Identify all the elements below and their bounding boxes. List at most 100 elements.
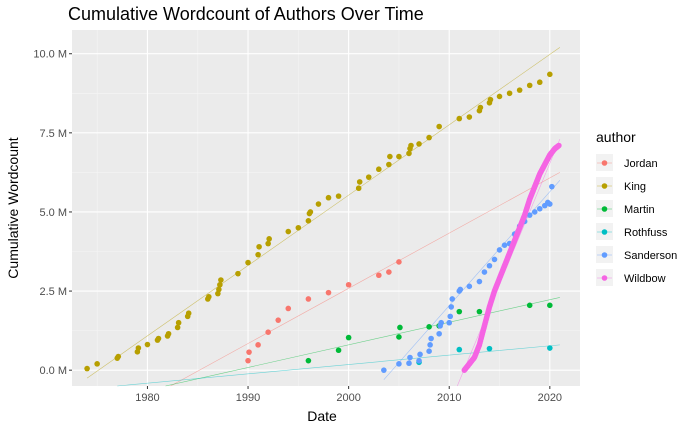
point-sanderson [457, 286, 464, 293]
point-sanderson [501, 242, 508, 248]
point-king [386, 161, 392, 168]
point-martin [426, 324, 432, 330]
point-jordan [376, 272, 382, 279]
point-jordan [265, 329, 271, 336]
legend-label-rothfuss: Rothfuss [624, 227, 668, 239]
point-sanderson [448, 304, 455, 310]
point-jordan [246, 349, 252, 355]
point-king [365, 174, 372, 180]
point-rothfuss [547, 345, 553, 351]
legend-marker-martin [601, 206, 608, 212]
point-sanderson [549, 183, 555, 190]
point-king [466, 114, 473, 120]
point-king [536, 79, 543, 86]
y-tick-label: 2.5 M [39, 286, 67, 298]
point-martin [396, 334, 402, 340]
point-king [94, 361, 100, 367]
legend-label-sanderson: Sanderson [624, 250, 677, 262]
point-sanderson [381, 367, 387, 373]
point-sanderson [416, 357, 422, 364]
point-jordan [345, 281, 352, 288]
point-sanderson [481, 269, 488, 275]
point-sanderson [496, 247, 503, 253]
point-sanderson [436, 330, 442, 337]
point-king [307, 209, 314, 215]
legend-label-martin: Martin [624, 204, 655, 216]
point-sanderson [407, 354, 413, 361]
point-king [496, 93, 503, 100]
legend-label-jordan: Jordan [624, 158, 658, 170]
x-tick-label: 2010 [437, 392, 461, 404]
point-sanderson [531, 209, 538, 215]
chart-title: Cumulative Wordcount of Authors Over Tim… [68, 4, 424, 24]
point-sanderson [486, 262, 493, 269]
point-king [305, 218, 312, 224]
point-martin [526, 302, 533, 309]
point-sanderson [438, 319, 444, 326]
y-axis-title: Cumulative Wordcount [5, 137, 21, 278]
point-king [266, 236, 272, 242]
point-sanderson [547, 201, 553, 207]
point-king [487, 96, 494, 103]
point-king [206, 293, 212, 300]
point-king [356, 179, 363, 185]
point-sanderson [426, 348, 432, 354]
x-tick-label: 2020 [538, 392, 562, 404]
point-king [355, 185, 362, 192]
point-martin [305, 357, 312, 364]
point-rothfuss [456, 346, 463, 353]
point-sanderson [447, 313, 454, 320]
point-sanderson [396, 361, 402, 367]
point-king [165, 330, 172, 337]
point-sanderson [526, 212, 533, 218]
point-sanderson [536, 205, 543, 212]
point-jordan [305, 296, 312, 302]
point-king [526, 82, 533, 89]
point-king [456, 115, 463, 122]
point-king [217, 281, 223, 288]
trend-line-king [86, 47, 561, 379]
point-king [174, 324, 181, 331]
legend: author Jordan King Martin Rothfuss Sanderson… [596, 129, 677, 286]
legend-title: author [596, 129, 636, 145]
point-sanderson [466, 283, 473, 290]
point-king [416, 141, 422, 147]
point-rothfuss [486, 345, 493, 352]
point-king [185, 310, 192, 317]
point-sanderson [476, 278, 483, 285]
point-jordan [325, 289, 332, 296]
point-king [396, 153, 402, 160]
point-martin [397, 324, 403, 331]
point-jordan [386, 269, 392, 275]
point-king [218, 277, 224, 283]
point-king [135, 345, 142, 351]
point-king [235, 270, 241, 277]
point-jordan [396, 259, 402, 265]
point-king [285, 228, 292, 235]
data-points [84, 71, 562, 373]
point-king [255, 251, 261, 258]
point-jordan [275, 317, 282, 323]
point-king [265, 240, 271, 247]
x-tick-label: 1990 [236, 392, 260, 404]
point-king [175, 319, 182, 326]
trend-lines [86, 47, 561, 387]
y-tick-label: 0.0 M [39, 365, 67, 377]
point-king [144, 341, 151, 348]
legend-marker-wildbow [601, 275, 608, 281]
legend-label-wildbow: Wildbow [624, 273, 666, 285]
point-king [426, 134, 432, 141]
point-king [516, 87, 523, 93]
point-king [387, 153, 393, 160]
point-martin [456, 308, 463, 315]
y-tick-label: 5.0 M [39, 207, 67, 219]
plot-panel [72, 30, 580, 386]
point-sanderson [446, 319, 453, 326]
point-king [436, 123, 442, 130]
x-axis-ticks: 1980 1990 2000 2010 2020 [135, 386, 562, 404]
point-martin [335, 347, 342, 354]
trend-line-jordan [170, 172, 561, 387]
point-sanderson [449, 296, 456, 302]
point-king [315, 201, 322, 207]
